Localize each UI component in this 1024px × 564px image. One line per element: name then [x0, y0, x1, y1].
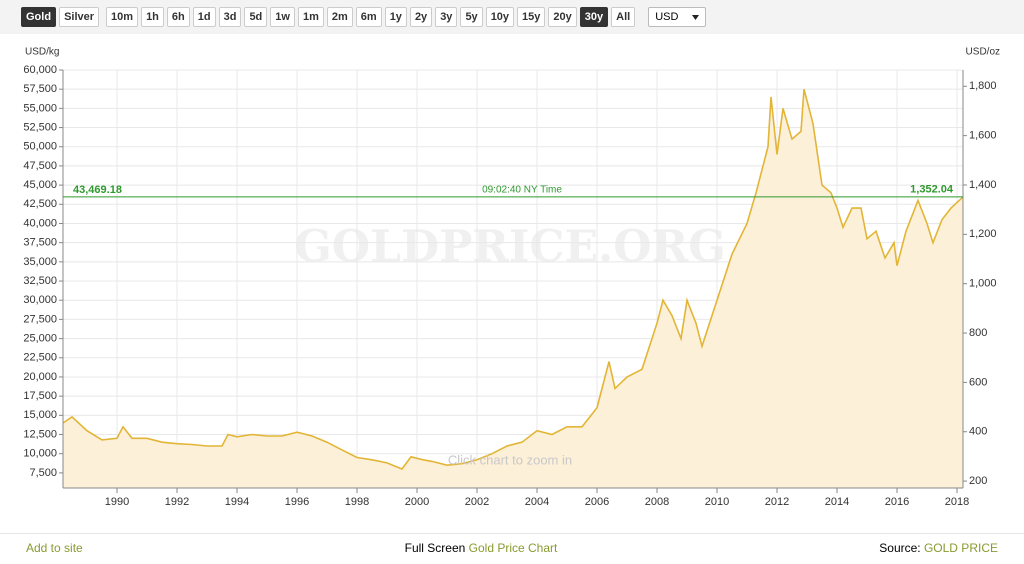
y-tick-label: 60,000: [23, 64, 57, 76]
toolbar-button[interactable]: All: [611, 7, 636, 27]
y2-axis-title: USD/oz: [966, 47, 1000, 58]
y-tick-label: 52,500: [23, 121, 57, 133]
y-tick-label: 50,000: [23, 141, 57, 153]
y-tick-label: 32,500: [23, 275, 57, 287]
y2-tick-label: 600: [969, 376, 987, 388]
x-tick-label: 2000: [405, 496, 429, 508]
y-tick-label: 15,000: [23, 409, 57, 421]
y2-tick-label: 200: [969, 475, 987, 487]
x-tick-label: 1996: [285, 496, 309, 508]
chart: GOLDPRICE.ORG Click chart to zoom in 1990 1…: [23, 47, 1000, 508]
toolbar-button[interactable]: 2y: [409, 7, 433, 27]
area-fill: [63, 89, 963, 488]
current-time: 09:02:40 NY Time: [482, 184, 562, 195]
toolbar-button[interactable]: 10y: [485, 7, 515, 27]
x-tick-label: 2018: [945, 496, 969, 508]
toolbar-button[interactable]: 1m: [297, 7, 324, 27]
x-tick-label: 2010: [705, 496, 729, 508]
y-tick-label: 30,000: [23, 294, 57, 306]
full-screen[interactable]: Full Screen: [404, 540, 466, 555]
y-tick-label: 57,500: [23, 83, 57, 95]
y2-tick-label: 1,400: [969, 179, 997, 191]
toolbar-button[interactable]: 2m: [326, 7, 353, 27]
toolbar: Gold Silver 10m 1h 6h 1d 3d 5d 1w 1m 2m 6m 1y 2y 3y 5y 1…: [0, 0, 1024, 34]
y-tick-label: 17,500: [23, 390, 57, 402]
x-tick-label: 2008: [645, 496, 669, 508]
y2-tick-label: 1,600: [969, 130, 997, 142]
toolbar-button[interactable]: 1w: [270, 7, 295, 27]
toolbar-button[interactable]: 5y: [460, 7, 483, 27]
x-tick-label: 1992: [165, 496, 189, 508]
x-tick-label: 2004: [525, 496, 549, 508]
x-tick-label: 2014: [825, 496, 849, 508]
source: Source: GOLD PRICE: [879, 541, 998, 555]
current-price-kg: 43,469.18: [73, 184, 122, 196]
toolbar-button[interactable]: 1y: [384, 7, 407, 27]
toolbar-button[interactable]: 3y: [435, 7, 458, 27]
y-tick-label: 20,000: [23, 371, 57, 383]
y2-tick-label: 1,200: [969, 228, 997, 240]
price-line: [62, 88, 964, 470]
toolbar-button[interactable]: 5d: [244, 7, 268, 27]
y-axis-title: USD/kg: [25, 47, 59, 58]
y-tick-label: 22,500: [23, 352, 57, 364]
toolbar-button[interactable]: Silver: [59, 7, 100, 27]
toolbar-button[interactable]: 10m: [106, 7, 139, 27]
toolbar-button[interactable]: 1d: [192, 7, 216, 27]
toolbar-button[interactable]: 20y: [548, 7, 577, 27]
x-tick-label: 2016: [885, 496, 909, 508]
zoom-hint: Click chart to zoom in: [448, 452, 572, 467]
y-tick-label: 42,500: [23, 198, 57, 210]
source-label: Source:: [879, 540, 921, 555]
x-tick-label: 2002: [465, 496, 489, 508]
footer: Add to site Full Screen Gold Price Chart…: [0, 533, 1024, 561]
y-tick-label: 40,000: [23, 217, 57, 229]
y2-tick-label: 1,000: [969, 278, 997, 290]
source-link[interactable]: GOLD PRICE: [923, 540, 998, 555]
x-tick-label: 1994: [225, 496, 249, 508]
y-tick-label: 35,000: [23, 256, 57, 268]
y-tick-label: 55,000: [23, 102, 57, 114]
y-tick-label: 37,500: [23, 237, 57, 249]
chart-links: Full Screen Gold Price Chart: [405, 541, 558, 555]
chart-link[interactable]: Gold Price Chart: [468, 540, 558, 555]
currency-select[interactable]: USD: [648, 7, 707, 27]
toolbar-button[interactable]: 3d: [218, 7, 242, 27]
y-tick-label: 27,500: [23, 313, 57, 325]
y-tick-label: 10,000: [23, 448, 57, 460]
toolbar-button[interactable]: 6h: [166, 7, 190, 27]
toolbar-button[interactable]: 1h: [141, 7, 164, 27]
toolbar-button[interactable]: 6m: [355, 7, 382, 27]
y-tick-label: 12,500: [23, 428, 57, 440]
y-tick-label: 45,000: [23, 179, 57, 191]
current-price-oz: 1,352.04: [910, 184, 954, 196]
dropdown-arrow: [692, 14, 700, 20]
x-tick-label: 2006: [585, 496, 609, 508]
x-tick-label: 1998: [345, 496, 369, 508]
y2-tick-label: 400: [969, 426, 987, 438]
toolbar-button[interactable]: 15y: [517, 7, 546, 27]
y-tick-label: 25,000: [23, 332, 57, 344]
toolbar-button[interactable]: 30y: [579, 7, 609, 27]
y2-tick-label: 800: [969, 327, 987, 339]
y-tick-label: 47,500: [23, 160, 57, 172]
x-tick-label: 2012: [765, 496, 789, 508]
y2-tick-label: 1,800: [969, 80, 997, 92]
toolbar-button[interactable]: Gold: [21, 7, 57, 27]
x-tick-label: 1990: [105, 496, 129, 508]
y-tick-label: 7,500: [29, 467, 57, 479]
currency: USD: [655, 11, 679, 23]
add-to-site[interactable]: Add to site: [26, 540, 83, 555]
watermark: GOLDPRICE.ORG: [294, 222, 726, 273]
